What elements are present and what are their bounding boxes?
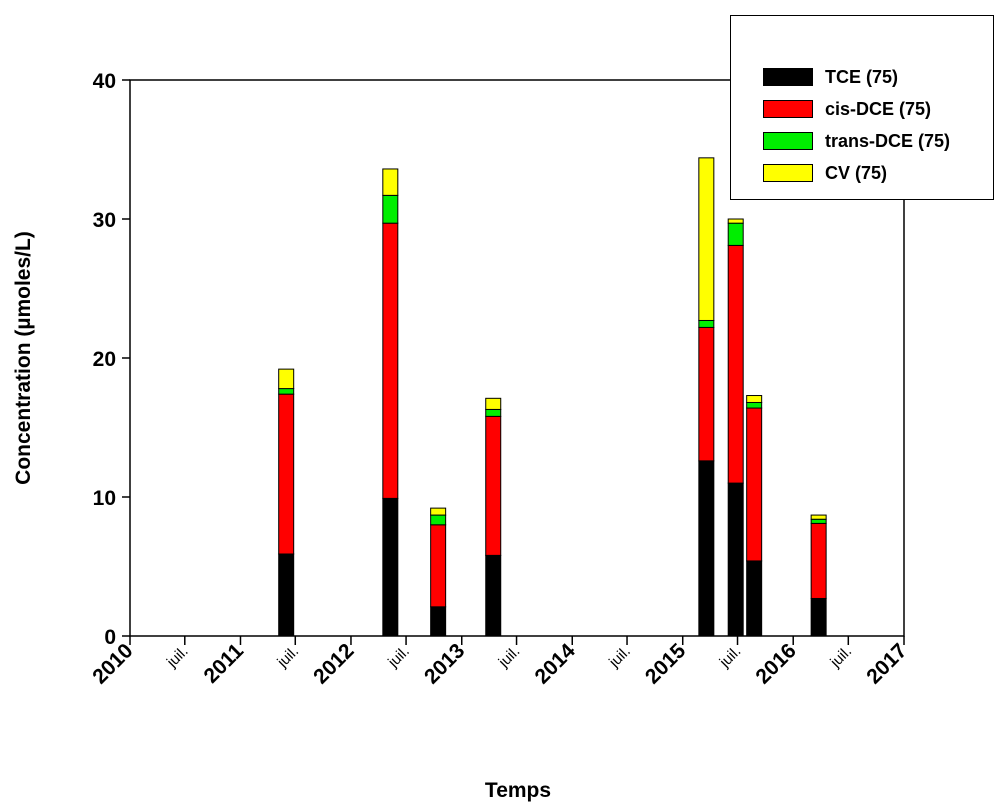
bar-segment [278,368,295,390]
bar-segment [430,606,447,637]
x-axis-label: Temps [485,779,551,802]
bar-segment [746,560,763,637]
x-tick-label-month: juil. [716,643,745,672]
y-tick-label: 30 [93,209,116,232]
x-tick-label-month: juil. [826,643,855,672]
bar-segment [278,553,295,637]
bar-segment [727,244,744,484]
bar-segment [810,514,827,520]
x-tick-label-month: juil. [384,643,413,672]
legend-swatch-trans-dce [763,132,813,150]
x-tick-label-year: 2014 [530,639,580,689]
x-tick-label-year: 2010 [88,639,137,688]
bar-segment [278,388,295,395]
x-tick-label-year: 2013 [420,639,469,688]
bar-segment [382,168,399,196]
x-tick-label-year: 2012 [309,639,358,688]
legend-label-cis-dce: cis-DCE (75) [825,98,932,119]
bar-segment [430,524,447,608]
bar-segment [727,482,744,637]
y-tick-label: 0 [104,626,116,649]
bar-segment [485,554,502,637]
bar-segment [485,397,502,410]
legend-swatch-cis-dce [763,100,813,118]
bar-segment [430,507,447,516]
legend-swatch-tce [763,68,813,86]
y-axis-label: Concentration (µmoles/L) [12,231,35,485]
bar-segment [485,408,502,417]
legend-item-tce: TCE (75) [763,66,898,88]
y-tick-label: 40 [93,70,116,93]
legend-item-cis-dce: cis-DCE (75) [763,98,931,120]
bar-segment [746,407,763,562]
bar-segment [727,218,744,224]
bar-segment [698,319,715,328]
legend-label-tce: TCE (75) [825,66,899,87]
legend-label-trans-dce: trans-DCE (75) [825,130,951,151]
bar-segment [810,597,827,637]
x-tick-label-month: juil. [273,643,302,672]
x-tick-label-month: juil. [495,643,524,672]
legend-item-trans-dce: trans-DCE (75) [763,130,950,152]
bar-segment [746,395,763,403]
x-tick-label-year: 2015 [641,639,691,689]
x-tick-label-year: 2011 [200,639,249,688]
bar-segment [382,222,399,499]
legend: TCE (75) cis-DCE (75) trans-DCE (75) CV … [730,15,994,200]
bar-segment [810,522,827,599]
legend-swatch-cv [763,164,813,182]
x-tick-label-month: juil. [163,643,192,672]
x-tick-label-month: juil. [605,643,634,672]
y-tick-label: 10 [93,487,116,510]
bar-segment [746,401,763,409]
bar-segment [382,497,399,637]
bars-layer [278,157,827,637]
bar-segment [485,415,502,556]
bar-segment [382,194,399,224]
bar-segment [278,393,295,555]
legend-label-cv: CV (75) [825,162,888,183]
bar-segment [727,222,744,246]
y-tick-label: 20 [93,348,116,371]
bar-segment [698,326,715,462]
x-tick-label-year: 2017 [862,639,911,688]
bar-segment [698,157,715,321]
bar-segment [430,514,447,526]
bar-segment [810,518,827,524]
legend-item-cv: CV (75) [763,162,887,184]
x-tick-label-year: 2016 [751,639,800,688]
bar-segment [698,460,715,637]
